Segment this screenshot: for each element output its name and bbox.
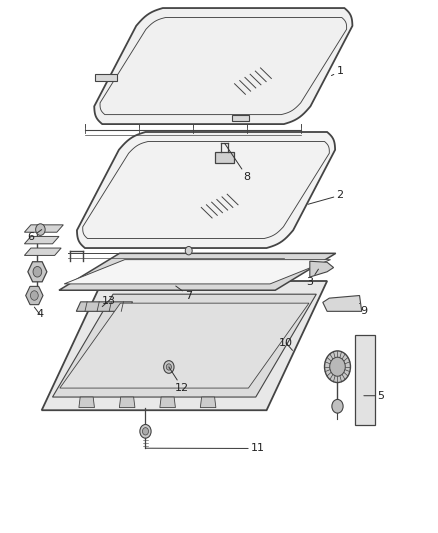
Polygon shape: [323, 295, 362, 311]
Text: 12: 12: [169, 367, 189, 393]
Circle shape: [325, 351, 350, 383]
Polygon shape: [25, 237, 59, 244]
Polygon shape: [25, 248, 61, 255]
Circle shape: [35, 224, 45, 236]
Polygon shape: [76, 302, 133, 311]
Polygon shape: [79, 397, 95, 408]
Polygon shape: [310, 261, 334, 277]
Text: 1: 1: [332, 66, 343, 76]
Polygon shape: [232, 115, 249, 122]
Polygon shape: [42, 281, 327, 410]
Circle shape: [185, 246, 192, 255]
Circle shape: [33, 266, 42, 277]
Polygon shape: [160, 397, 175, 408]
Polygon shape: [60, 303, 309, 388]
Polygon shape: [26, 286, 43, 305]
Text: 3: 3: [306, 269, 318, 287]
Text: 5: 5: [364, 391, 385, 401]
Polygon shape: [59, 253, 336, 290]
Text: 4: 4: [34, 307, 43, 319]
Polygon shape: [25, 225, 64, 232]
Text: 9: 9: [360, 303, 367, 316]
Polygon shape: [53, 294, 316, 397]
Polygon shape: [94, 8, 353, 124]
Text: 7: 7: [176, 286, 192, 301]
Polygon shape: [355, 335, 374, 425]
Polygon shape: [95, 74, 117, 81]
Circle shape: [332, 399, 343, 413]
Text: 11: 11: [145, 443, 265, 454]
Text: 13: 13: [102, 296, 116, 306]
Polygon shape: [77, 132, 335, 248]
Polygon shape: [28, 262, 47, 282]
Circle shape: [142, 427, 148, 435]
Text: 2: 2: [308, 190, 344, 204]
Polygon shape: [200, 397, 216, 408]
Circle shape: [330, 357, 345, 376]
Polygon shape: [215, 152, 234, 164]
Circle shape: [164, 361, 174, 373]
Circle shape: [166, 364, 171, 370]
Text: 8: 8: [225, 143, 251, 182]
Polygon shape: [64, 260, 331, 284]
Circle shape: [31, 291, 38, 300]
Polygon shape: [120, 397, 135, 408]
Text: 6: 6: [28, 230, 42, 243]
Circle shape: [140, 424, 151, 438]
Text: 10: 10: [279, 338, 293, 350]
